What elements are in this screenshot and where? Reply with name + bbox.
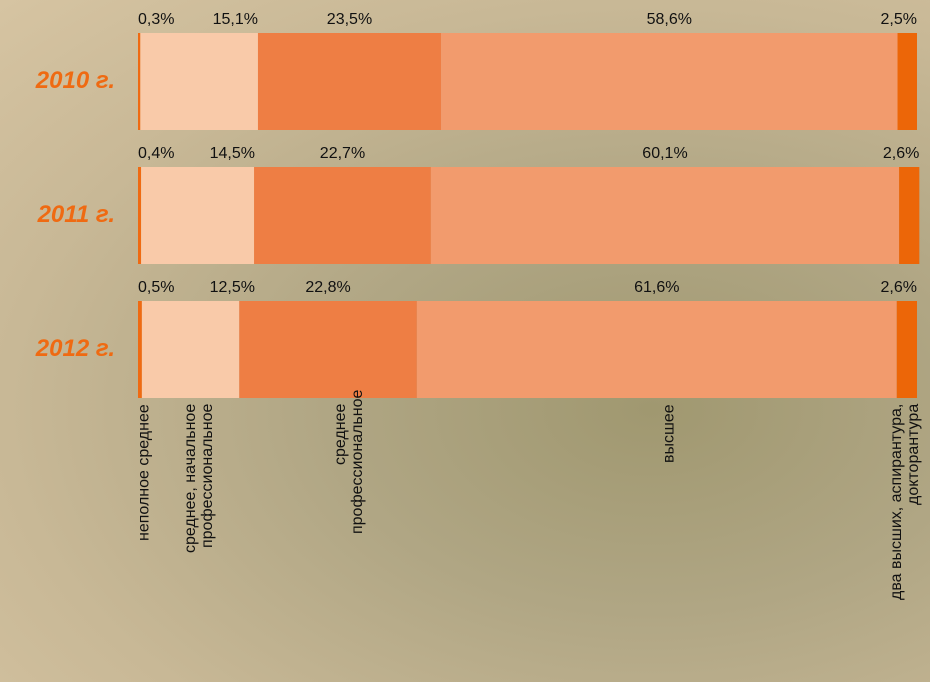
bar-segment (254, 167, 431, 264)
value-label: 61,6% (634, 279, 679, 296)
category-label: 2012 г. (35, 335, 115, 362)
bar-segment (239, 301, 417, 398)
value-label: 0,5% (138, 279, 174, 296)
bar-segment (441, 33, 898, 130)
value-label: 23,5% (327, 11, 372, 28)
legend-label: высшее (660, 404, 678, 463)
legend-label: среднее профессиональное (332, 389, 367, 534)
bar-segment (416, 301, 897, 398)
bar-segment (138, 167, 142, 264)
category-label: 2011 г. (37, 201, 115, 228)
legend-label: среднее, начальное профессиональное (182, 404, 217, 554)
bar-segment (141, 167, 255, 264)
value-label: 2,6% (883, 145, 919, 162)
category-label: 2010 г. (35, 67, 115, 94)
value-label: 14,5% (210, 145, 255, 162)
bar-segment (141, 301, 240, 398)
bar-segment (897, 33, 917, 130)
bar-segment (896, 301, 917, 398)
value-label: 22,7% (320, 145, 365, 162)
legend-label: неполное среднее (135, 404, 153, 541)
value-label: 22,8% (305, 279, 350, 296)
bar-segment (138, 33, 141, 130)
value-label: 0,3% (138, 11, 174, 28)
bar-segment (257, 33, 442, 130)
value-label: 58,6% (647, 11, 692, 28)
bar-segment (138, 301, 142, 398)
value-label: 2,6% (881, 279, 917, 296)
bar-segment (899, 167, 920, 264)
legend-label: два высших, аспирантура, докторантура (888, 404, 922, 601)
bar-segment (140, 33, 258, 130)
value-label: 15,1% (213, 11, 258, 28)
value-label: 60,1% (642, 145, 687, 162)
value-label: 0,4% (138, 145, 174, 162)
value-label: 12,5% (210, 279, 255, 296)
value-label: 2,5% (881, 11, 917, 28)
bar-segment (430, 167, 900, 264)
